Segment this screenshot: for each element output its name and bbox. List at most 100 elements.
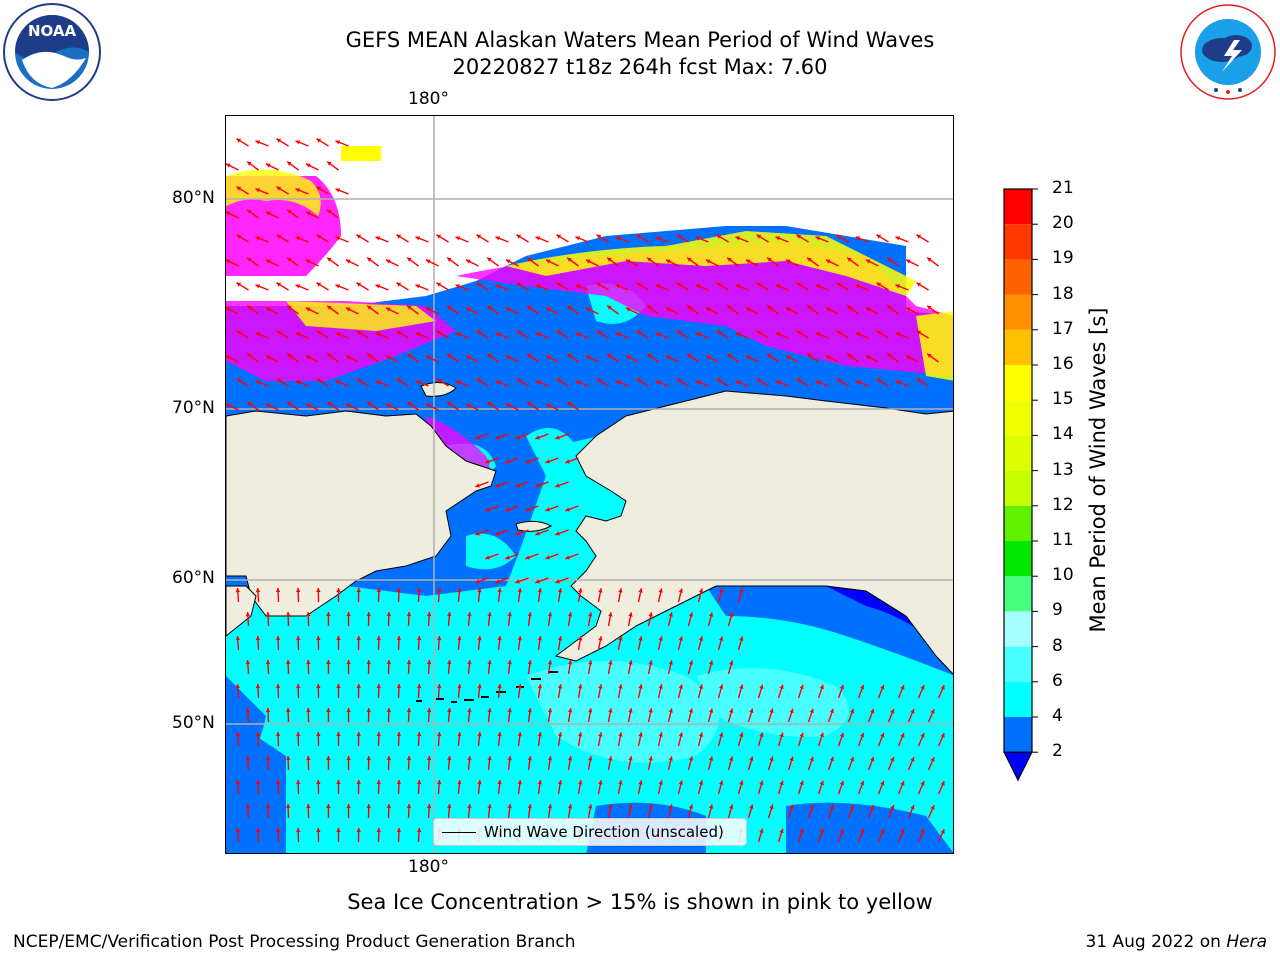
wind-wave-arrowhead: [695, 332, 700, 337]
wind-wave-arrowhead: [688, 708, 694, 713]
wind-wave-arrowhead: [815, 236, 820, 241]
wind-wave-arrowhead: [525, 507, 530, 512]
wind-wave-arrowhead: [286, 660, 291, 665]
wind-wave-arrowhead: [497, 732, 502, 737]
wind-wave-arrowhead: [585, 259, 591, 264]
colorbar-tick-label: 21: [1052, 178, 1074, 198]
wind-wave-arrowhead: [487, 353, 492, 358]
wind-wave-arrowhead: [785, 259, 791, 264]
colorbar: [1000, 185, 1060, 785]
wind-wave-arrowhead: [516, 234, 522, 239]
wind-wave-arrowhead: [655, 380, 660, 385]
wind-wave-arrowhead: [235, 732, 240, 737]
wind-wave-arrowhead: [887, 305, 892, 310]
wind-wave-arrowhead: [775, 236, 780, 241]
colorbar-bin: [1004, 611, 1032, 647]
wind-wave-arrowhead: [745, 307, 751, 312]
wind-wave-arrowhead: [567, 660, 573, 665]
footer-credit: NCEP/EMC/Verification Post Processing Pr…: [13, 932, 576, 952]
wind-wave-arrowhead: [516, 330, 522, 335]
wind-wave-arrowhead: [756, 378, 762, 383]
wind-wave-arrowhead: [396, 588, 402, 593]
colorbar-canvas: [1003, 188, 1038, 782]
colorbar-bin: [1004, 435, 1032, 471]
wind-wave-arrowhead: [316, 330, 322, 335]
wind-wave-arrowhead: [316, 732, 321, 736]
wind-wave-arrowhead: [245, 804, 251, 809]
wind-wave-arrowhead: [287, 209, 292, 214]
wind-wave-arrowhead: [537, 732, 543, 737]
sea-ice-band: [456, 241, 953, 376]
wind-wave-arrowhead: [275, 588, 281, 593]
map-legend: Wind Wave Direction (unscaled): [433, 818, 747, 846]
wind-wave-arrowhead: [668, 708, 673, 713]
wind-wave-arrowhead: [537, 684, 543, 689]
wind-wave-arrowhead: [839, 828, 844, 834]
colorbar-tick-label: 17: [1052, 318, 1074, 339]
wind-wave-arrowhead: [745, 259, 751, 264]
wind-wave-arrowhead: [505, 355, 511, 360]
wind-wave-arrowhead: [648, 660, 653, 665]
wind-wave-arrowhead: [287, 401, 292, 406]
wind-wave-arrowhead: [836, 378, 842, 383]
wind-wave-arrowhead: [628, 612, 633, 617]
wind-wave-arrowhead: [416, 636, 422, 641]
wind-wave-arrowhead: [695, 236, 700, 241]
colorbar-tick-label: 6: [1052, 670, 1063, 691]
wind-wave-arrowhead: [687, 305, 692, 310]
wind-wave-arrowhead: [306, 660, 311, 664]
wind-wave-arrowhead: [336, 684, 341, 688]
wind-wave-arrowhead: [796, 234, 802, 239]
land-siberia: [226, 410, 497, 617]
wind-wave-arrowhead: [545, 507, 550, 512]
wind-wave-arrowhead: [396, 378, 402, 383]
wind-wave-arrowhead: [265, 403, 271, 408]
wind-wave-arrowhead: [356, 684, 361, 688]
wind-wave-arrowhead: [855, 380, 860, 385]
wind-wave-arrowhead: [406, 660, 412, 665]
wind-wave-arrowhead: [327, 257, 332, 262]
wind-wave-arrowhead: [385, 355, 391, 360]
wind-wave-arrowhead: [235, 588, 240, 593]
wind-wave-arrowhead: [638, 588, 643, 593]
wind-wave-arrowhead: [316, 378, 322, 383]
sea-ice-band: [506, 231, 916, 296]
wind-wave-arrowhead: [326, 660, 331, 664]
wind-wave-arrowhead: [476, 234, 482, 239]
wind-wave-arrowhead: [545, 403, 551, 408]
wind-wave-arrowhead: [287, 353, 292, 358]
wind-wave-arrowhead: [236, 330, 242, 335]
wind-wave-arrowhead: [265, 211, 271, 216]
wind-wave-arrowhead: [235, 684, 240, 689]
wind-wave-arrowhead: [356, 780, 361, 784]
noaa-logo-text: NOAA: [28, 22, 77, 40]
wind-wave-arrowhead: [437, 732, 442, 737]
wind-wave-arrowhead: [578, 588, 583, 593]
wind-wave-arrowhead: [345, 259, 351, 264]
wind-wave-arrowhead: [415, 332, 420, 337]
wind-wave-arrowhead: [497, 636, 502, 641]
wind-wave-arrowhead: [759, 828, 764, 834]
wind-wave-arrowhead: [756, 234, 762, 239]
wind-wave-arrowhead: [708, 804, 714, 809]
wind-wave-arrowhead: [367, 353, 372, 358]
wind-wave-arrowhead: [356, 378, 362, 383]
wind-wave-arrowhead: [447, 353, 452, 358]
wind-wave-arrowhead: [940, 829, 945, 834]
wind-wave-arrowhead: [356, 330, 362, 335]
wind-wave-arrowhead: [275, 732, 281, 737]
colorbar-bin: [1004, 541, 1032, 577]
wind-wave-arrowhead: [655, 284, 660, 289]
wind-wave-arrowhead: [406, 804, 412, 809]
wind-wave-arrowhead: [698, 780, 704, 785]
wind-wave-arrowhead: [305, 307, 311, 312]
wind-wave-arrowhead: [895, 236, 900, 241]
wind-wave-arrowhead: [588, 756, 593, 761]
wind-wave-arrowhead: [596, 282, 602, 287]
colorbar-bin: [1004, 224, 1032, 260]
wind-wave-arrowhead: [386, 756, 392, 761]
wind-wave-arrowhead: [495, 435, 500, 440]
wind-wave-arrowhead: [457, 732, 462, 737]
wind-wave-arrowhead: [235, 636, 240, 641]
wind-wave-arrowhead: [226, 163, 231, 168]
